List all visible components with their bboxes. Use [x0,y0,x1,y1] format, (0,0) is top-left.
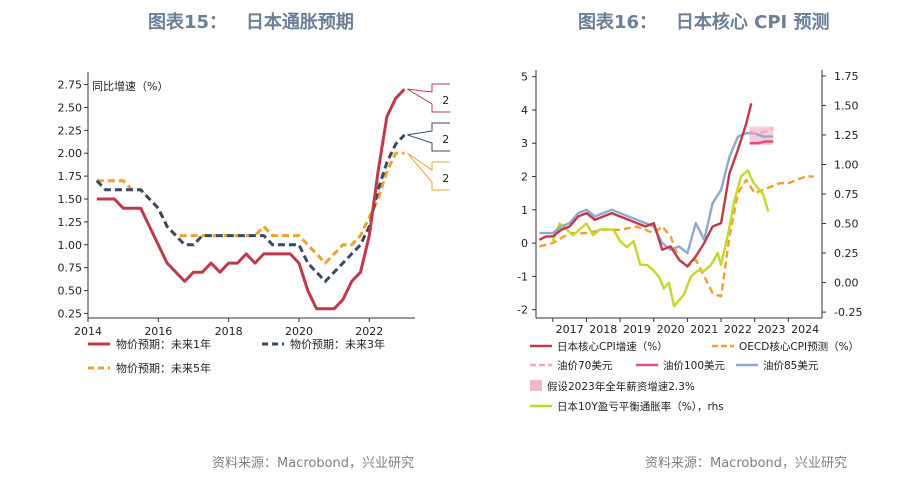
end-value-callout [407,83,450,113]
right-tick-label: 0.50 [834,218,859,231]
end-value-callout [407,152,450,191]
legend-label: 假设2023年全年薪资增速2.3% [547,380,695,393]
x-tick-label: 2016 [144,325,172,338]
x-tick-label: 2018 [589,323,617,336]
figure-16-title: 图表16： 日本核心 CPI 预测 [578,12,830,33]
legend-swatch [530,380,542,391]
left-tick-label: -1 [517,270,528,283]
y-tick-label: 2.00 [58,147,83,160]
legend-label: 油价100美元 [663,359,726,372]
x-tick-label: 2018 [215,325,243,338]
y-tick-label: 0.50 [58,285,83,298]
left-tick-label: 4 [521,104,528,117]
end-value-label: 2.7 [442,94,450,107]
y-tick-label: 1.25 [58,216,83,229]
right-tick-label: 0.75 [834,188,859,201]
series-line [551,169,770,308]
y-tick-label: 0.75 [58,262,83,275]
y-tick-label: 2.25 [58,124,83,137]
x-tick-label: 2023 [758,323,786,336]
y-tick-label: 1.50 [58,193,83,206]
legend-label: 油价70美元 [557,359,613,372]
right-tick-label: -0.25 [834,306,862,319]
legend-label: 物价预期：未来1年 [116,337,211,351]
figure-16-source: 资料来源：Macrobond，兴业研究 [645,456,848,471]
y-tick-label: 0.25 [58,307,83,320]
left-tick-label: 2 [521,171,528,184]
figure-15-source: 资料来源：Macrobond，兴业研究 [212,456,415,471]
y-tick-label: 1.75 [58,170,83,183]
inflation-expectations-chart: 0.25 0.50 0.75 1.00 1.25 1.50 1.75 2.00 2.25 2.50… [58,72,450,375]
x-tick-label: 2014 [74,325,102,338]
x-tick-label: 2017 [556,323,584,336]
y-tick-label: 2.75 [58,79,83,92]
legend-label: 油价85美元 [763,359,819,372]
series-line [538,103,753,268]
y-tick-label: 2.50 [58,101,83,114]
x-tick-label: 2022 [724,323,752,336]
left-tick-label: 5 [521,71,528,84]
legend-label: 日本10Y盈亏平衡通胀率（%），rhs [557,400,724,413]
right-tick-label: 0.25 [834,247,859,260]
series-line [749,127,774,135]
left-tick-label: 3 [521,137,528,150]
end-value-label: 2.2 [442,133,450,146]
series-line [749,140,774,145]
legend-label: 物价预期：未来3年 [290,337,385,351]
x-tick-label: 2019 [623,323,651,336]
left-tick-label: 1 [521,204,528,217]
core-cpi-forecast-chart: -2 -1 0 1 2 3 4 5 -0.25 0.00 0.25 0.50 0.75 1.00 1.25 1… [517,70,862,413]
right-tick-label: 0.00 [834,277,859,290]
series-line [95,133,406,283]
x-tick-label: 2021 [690,323,718,336]
x-tick-label: 2020 [285,325,313,338]
y-tick-label: 1.00 [58,239,83,252]
end-value-callout [407,122,450,152]
left-tick-label: 0 [521,237,528,250]
end-value-label: 2.0 [442,172,450,185]
left-tick-label: -2 [517,304,528,317]
series-line [96,151,405,265]
legend-label: 日本核心CPI增速（%） [557,340,668,353]
right-tick-label: 1.50 [834,99,859,112]
x-tick-label: 2020 [657,323,685,336]
legend-label: 物价预期：未来5年 [116,361,211,375]
x-tick-label: 2022 [355,325,383,338]
right-tick-label: 1.75 [834,70,859,83]
x-tick-label: 2024 [791,323,819,336]
series-line [96,88,406,311]
right-tick-label: 1.25 [834,129,859,142]
series-line [539,175,814,298]
legend-label: OECD核心CPI预测（%） [739,340,859,353]
right-tick-label: 1.00 [834,158,859,171]
figure-15-title: 图表15： 日本通胀预期 [148,12,354,33]
y-axis-label: 同比增速（%） [92,79,168,93]
